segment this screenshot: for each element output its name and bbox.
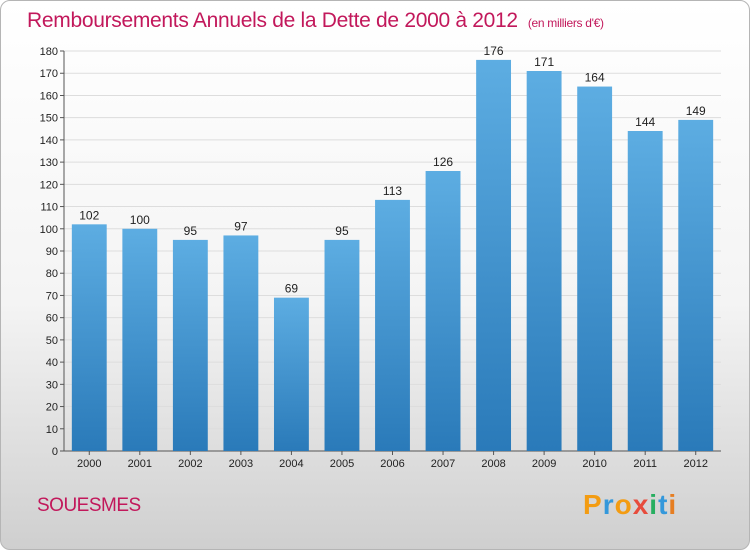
y-tick-label: 10 <box>46 424 58 436</box>
y-tick-label: 30 <box>46 379 58 391</box>
y-tick-label: 20 <box>46 402 58 414</box>
value-label-2011: 144 <box>635 115 655 129</box>
chart-unit: (en milliers d'€) <box>527 16 604 30</box>
logo-letter: x <box>632 489 650 520</box>
value-label-2012: 149 <box>686 104 706 118</box>
chart-title: Remboursements Annuels de la Dette de 20… <box>27 9 604 33</box>
logo-letter: i <box>649 489 659 520</box>
proxiti-logo: Proxiti <box>583 489 677 521</box>
x-tick-label-2008: 2008 <box>481 458 505 470</box>
value-label-2004: 69 <box>285 282 299 296</box>
y-tick-label: 70 <box>46 290 58 302</box>
y-tick-label: 60 <box>46 313 58 325</box>
value-label-2009: 171 <box>534 55 554 69</box>
y-tick-label: 130 <box>40 157 58 169</box>
value-label-2001: 100 <box>130 213 150 227</box>
x-tick-label-2000: 2000 <box>77 458 101 470</box>
x-tick-label-2003: 2003 <box>229 458 253 470</box>
value-label-2010: 164 <box>585 71 605 85</box>
y-tick-label: 160 <box>40 90 58 102</box>
value-label-2006: 113 <box>383 184 402 198</box>
y-tick-label: 150 <box>40 113 58 125</box>
x-tick-label-2012: 2012 <box>683 458 707 470</box>
x-tick-label-2007: 2007 <box>431 458 455 470</box>
bar-2010 <box>577 86 613 452</box>
value-label-2005: 95 <box>335 224 349 238</box>
bar-2005 <box>324 239 360 451</box>
bar-2009 <box>526 71 562 451</box>
bar-2004 <box>273 297 309 451</box>
y-tick-label: 40 <box>46 357 58 369</box>
x-tick-label-2009: 2009 <box>532 458 556 470</box>
value-label-2008: 176 <box>484 44 504 58</box>
value-label-2003: 97 <box>234 219 248 233</box>
logo-letter: t <box>658 489 669 520</box>
labels: 0 10 20 30 40 50 60 70 80 90 100 110 120 130 140 150 160… <box>40 44 708 470</box>
bar-2011 <box>627 131 663 451</box>
logo-letter: o <box>614 489 633 520</box>
y-tick-label: 100 <box>40 224 58 236</box>
bar-2007 <box>425 171 461 451</box>
logo-letter: i <box>668 489 678 520</box>
y-tick-label: 80 <box>46 268 58 280</box>
value-label-2002: 95 <box>184 224 198 238</box>
x-tick-label-2001: 2001 <box>128 458 152 470</box>
city-name: SOUESMES <box>37 495 141 516</box>
x-tick-label-2004: 2004 <box>279 458 303 470</box>
y-tick-label: 50 <box>46 335 58 347</box>
chart-title-text: Remboursements Annuels de la Dette de 20… <box>27 9 518 32</box>
bar-2001 <box>122 228 158 451</box>
x-tick-label-2005: 2005 <box>330 458 354 470</box>
y-tick-label: 170 <box>40 68 58 80</box>
x-tick-label-2002: 2002 <box>178 458 202 470</box>
bar-2002 <box>172 239 208 451</box>
bar-2006 <box>375 199 410 451</box>
bar-2008 <box>476 59 512 452</box>
bar-2000 <box>71 224 107 451</box>
bar-2003 <box>223 235 259 451</box>
logo-letter: P <box>583 489 603 520</box>
x-tick-label-2006: 2006 <box>380 458 404 470</box>
y-tick-label: 140 <box>40 135 58 147</box>
logo-letter: r <box>602 489 615 520</box>
y-tick-label: 180 <box>40 46 58 58</box>
value-label-2007: 126 <box>433 155 453 169</box>
x-tick-label-2010: 2010 <box>582 458 606 470</box>
bar-2012 <box>678 119 714 451</box>
value-label-2000: 102 <box>79 208 99 222</box>
bars <box>71 59 714 452</box>
y-tick-label: 90 <box>46 246 58 258</box>
y-tick-label: 120 <box>40 179 58 191</box>
y-tick-label: 110 <box>40 202 58 214</box>
y-tick-label: 0 <box>52 446 58 458</box>
x-tick-label-2011: 2011 <box>633 458 657 470</box>
